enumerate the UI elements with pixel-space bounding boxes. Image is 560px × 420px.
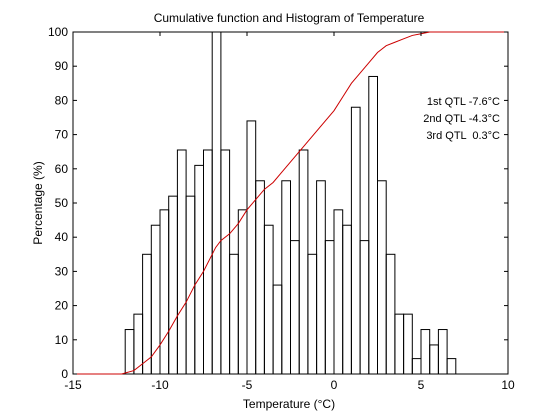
histogram-bar [446,358,457,375]
chart-title: Cumulative function and Histogram of Tem… [154,11,425,25]
annotation-q1: 1st QTL -7.6°C [427,96,500,108]
x-tick-label: 10 [501,378,515,392]
x-tick-label: -15 [64,378,82,392]
y-tick-label: 30 [55,264,69,278]
y-tick-label: 40 [55,230,69,244]
cumulative-line [73,31,508,375]
y-tick-label: 0 [61,367,68,381]
x-axis: -15 -10 -5 0 5 10 [64,32,515,392]
x-axis-label: Temperature (°C) [243,397,335,411]
y-tick-label: 10 [55,333,69,347]
y-tick-label: 50 [55,196,69,210]
y-tick-label: 80 [55,93,69,107]
x-tick-label: 0 [331,378,338,392]
cumulative-layer [73,31,508,375]
y-tick-label: 60 [55,162,69,176]
x-tick-label: -5 [242,378,253,392]
quartile-annotations: 1st QTL -7.6°C 2nd QTL -4.3°C 3rd QTL 0.… [423,96,500,142]
y-axis: 0 10 20 30 40 50 60 70 80 90 100 [48,25,508,381]
y-tick-label: 90 [55,59,69,73]
histogram-bar [403,313,413,375]
annotation-q2: 2nd QTL -4.3°C [423,113,500,125]
x-tick-label: 5 [418,378,425,392]
y-axis-label: Percentage (%) [31,161,45,244]
x-tick-label: -10 [151,378,169,392]
y-tick-label: 20 [55,299,69,313]
plot-area [72,31,509,375]
y-tick-label: 70 [55,128,69,142]
histogram-layer [124,31,457,375]
annotation-q3: 3rd QTL 0.3°C [426,130,500,142]
y-tick-label: 100 [48,25,68,39]
histogram-bar [437,329,448,375]
